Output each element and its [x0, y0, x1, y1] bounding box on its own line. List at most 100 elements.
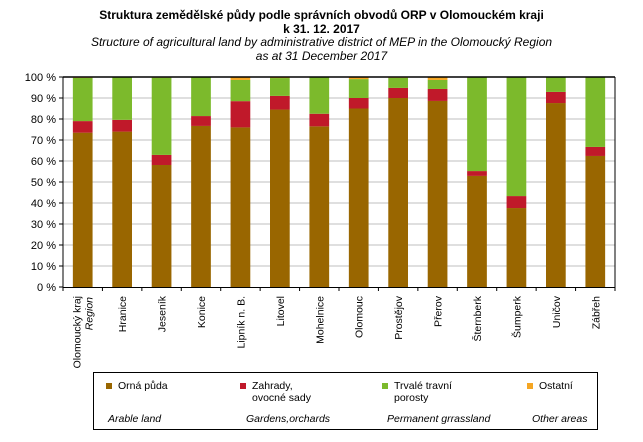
- bar-segment: [230, 77, 251, 80]
- legend-label-grassland: Trvalé travní porosty: [394, 380, 452, 404]
- y-tick-label: 10 %: [31, 261, 56, 273]
- bar-stack: [585, 77, 606, 287]
- legend-swatch-other: [527, 383, 533, 389]
- bar-segment: [546, 77, 566, 92]
- bar-segment: [270, 109, 290, 287]
- bar-segment: [427, 100, 448, 287]
- legend-swatch-grassland: [382, 383, 388, 389]
- y-tick-label: 40 %: [31, 198, 56, 210]
- bar-segment: [585, 77, 606, 147]
- legend-en-gardens: Gardens,orchards: [246, 413, 331, 425]
- bar-segment: [348, 77, 369, 80]
- bar-segment: [191, 77, 211, 117]
- bar-segment: [230, 101, 251, 128]
- x-tick-label: Prostějov: [393, 295, 405, 340]
- bar-segment: [151, 164, 172, 287]
- bar-segment: [388, 77, 408, 88]
- bar-segment: [112, 119, 132, 132]
- bar-segment: [309, 126, 330, 287]
- bar-stack: [546, 77, 566, 287]
- bar-segment: [230, 79, 251, 102]
- y-tick-label: 20 %: [31, 240, 56, 252]
- y-tick-label: 30 %: [31, 219, 56, 231]
- x-tick-label: Olomouc: [354, 296, 366, 338]
- bar-segment: [506, 196, 527, 209]
- gridlines: [63, 97, 615, 267]
- bar-stack: [72, 77, 93, 287]
- bar-segment: [270, 95, 290, 110]
- legend-swatch-gardens: [240, 383, 246, 389]
- y-tick-label: 50 %: [31, 177, 56, 189]
- legend-swatch-arable: [106, 383, 112, 389]
- bar-stack: [309, 77, 330, 287]
- bar-segment: [467, 77, 487, 172]
- bar-segment: [427, 79, 448, 89]
- bar-segment: [112, 77, 132, 120]
- bar-segment: [270, 78, 290, 96]
- bar-stack: [506, 77, 527, 287]
- chart-subtitle-date: as at 31 December 2017: [255, 48, 388, 63]
- y-tick-label: 90 %: [31, 93, 56, 105]
- bar-segment: [506, 77, 527, 197]
- bar-segment: [388, 87, 408, 98]
- legend-en-arable: Arable land: [108, 413, 162, 425]
- bar-segment: [72, 121, 93, 133]
- bar-segment: [348, 108, 369, 287]
- x-tick-label: Šumperk: [510, 295, 523, 338]
- y-tick-label: 80 %: [31, 114, 56, 126]
- x-tick-label: Přerov: [433, 295, 445, 327]
- x-tick-label: Šternberk: [471, 295, 484, 341]
- x-tick-label: Mohelnice: [314, 296, 326, 344]
- bar-segment: [191, 116, 211, 126]
- bar-segment: [388, 98, 408, 287]
- bar-segment: [506, 208, 527, 287]
- bar-stack: [467, 77, 487, 287]
- x-tick-label: Olomoucký kraj: [72, 296, 84, 368]
- y-axis-ticks: 0 % 10 % 20 % 30 % 40 % 50 % 60 % 70 % 80 % 90 % 1…: [25, 72, 63, 294]
- legend: Orná půda Arable land Zahrady, ovocné sa…: [93, 372, 598, 430]
- chart-plot: 0 % 10 % 20 % 30 % 40 % 50 % 60 % 70 % 80 % 90 % 1…: [25, 72, 616, 368]
- bar-stack: [270, 77, 290, 287]
- x-tick-label: Jeseník: [157, 295, 169, 332]
- bar-stack: [348, 77, 369, 287]
- bar-segment: [546, 91, 566, 104]
- x-tick-label: Uničov: [551, 295, 563, 328]
- bar-segment: [427, 88, 448, 101]
- bar-segment: [309, 77, 330, 114]
- y-tick-label: 60 %: [31, 156, 56, 168]
- y-tick-label: 0 %: [37, 282, 56, 294]
- x-axis-ticks: Olomoucký kraj Region Hranice Jeseník Konice…: [62, 287, 616, 368]
- bar-stack: [388, 77, 408, 287]
- bar-segment: [72, 132, 93, 287]
- y-tick-label: 70 %: [31, 135, 56, 147]
- bar-stack: [427, 77, 448, 287]
- chart-title: Struktura zemědělské půdy podle správníc…: [99, 8, 544, 22]
- bar-segment: [348, 79, 369, 98]
- x-tick-sublabel: Region: [84, 297, 96, 330]
- legend-label-gardens: Zahrady, ovocné sady: [252, 380, 311, 404]
- bar-stack: [230, 77, 251, 288]
- bar-segment: [427, 77, 448, 80]
- legend-label-arable: Orná půda: [118, 380, 168, 392]
- x-tick-label: Litovel: [275, 296, 287, 326]
- bar-segment: [112, 131, 132, 287]
- chart-title-block: Struktura zemědělské půdy podle správníc…: [0, 8, 643, 63]
- bar-segment: [230, 127, 251, 288]
- bar-stack: [191, 77, 211, 288]
- x-tick-label: Zábřeh: [590, 296, 602, 329]
- y-tick-label: 100 %: [25, 72, 56, 84]
- legend-en-grassland: Permanent grrassland: [387, 413, 491, 425]
- x-tick-label: Hranice: [117, 296, 129, 332]
- legend-en-other: Other areas: [532, 413, 588, 425]
- bar-segment: [151, 154, 172, 165]
- chart-subtitle: Structure of agricultural land by admini…: [90, 35, 553, 49]
- x-tick-label: Konice: [196, 296, 208, 328]
- bar-segment: [309, 113, 330, 127]
- bar-segment: [348, 98, 369, 109]
- chart-title-date: k 31. 12. 2017: [283, 21, 360, 36]
- bar-segment: [585, 146, 606, 156]
- bar-segment: [467, 175, 487, 287]
- bar-stack: [151, 77, 172, 287]
- x-tick-label: Lipník n. B.: [235, 296, 247, 349]
- bar-segment: [72, 77, 93, 122]
